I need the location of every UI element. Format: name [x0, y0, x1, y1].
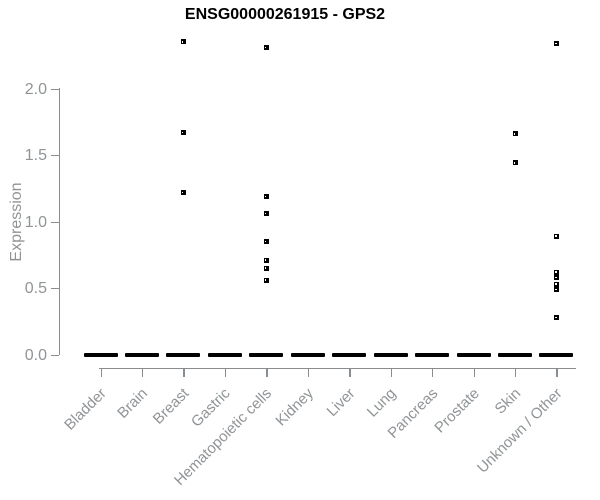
x-category-label-text: Breast: [149, 384, 193, 428]
x-tick: [141, 369, 144, 377]
data-point: [263, 238, 269, 244]
x-category-label-text: Kidney: [272, 384, 317, 430]
x-tick: [390, 369, 393, 377]
y-tick-label: 2.0: [24, 80, 47, 98]
zero-expression-cluster: [290, 352, 325, 357]
zero-expression-cluster: [249, 352, 284, 357]
x-category-label-text: Lung: [364, 384, 400, 421]
data-point: [263, 257, 269, 263]
data-point: [553, 314, 559, 320]
x-tick: [473, 369, 475, 377]
zero-expression-cluster: [498, 352, 532, 357]
y-tick-label: 1.0: [24, 213, 47, 231]
data-point: [553, 281, 559, 287]
data-point: [180, 39, 186, 45]
x-category-label-text: Bladder: [60, 384, 110, 434]
y-axis-line: [59, 87, 61, 356]
y-tick-label: 1.5: [24, 147, 47, 164]
data-point: [512, 160, 518, 166]
x-category-label-text: Brain: [114, 384, 151, 422]
zero-expression-cluster: [83, 352, 118, 357]
data-point: [263, 44, 269, 50]
y-tick: [51, 155, 59, 157]
x-tick: [100, 369, 102, 377]
zero-expression-cluster: [373, 352, 408, 357]
data-point: [263, 277, 269, 283]
data-point: [180, 189, 186, 195]
zero-expression-cluster: [539, 352, 574, 357]
x-category-label-text: Skin: [491, 384, 524, 418]
x-tick: [307, 369, 310, 377]
data-point: [263, 211, 269, 217]
data-point: [553, 274, 559, 280]
data-point: [512, 131, 518, 137]
y-tick: [51, 88, 59, 90]
zero-expression-cluster: [415, 352, 450, 357]
x-tick: [515, 369, 517, 377]
chart-title: ENSG00000261915 - GPS2: [184, 6, 386, 23]
y-tick: [51, 354, 59, 356]
x-tick: [224, 369, 227, 377]
data-point: [263, 265, 269, 271]
x-category-label-text: Prostate: [431, 384, 483, 437]
zero-expression-cluster: [332, 352, 367, 357]
y-tick: [51, 221, 59, 223]
x-tick: [183, 369, 185, 377]
data-point: [553, 233, 559, 239]
x-tick: [349, 369, 351, 377]
zero-expression-cluster: [166, 352, 201, 357]
zero-expression-cluster: [456, 352, 491, 357]
data-point: [180, 129, 186, 135]
x-tick: [266, 369, 268, 377]
x-category-label-text: Liver: [323, 384, 359, 420]
y-tick-label: 0.5: [24, 280, 47, 297]
data-point: [553, 269, 559, 275]
y-tick-label: 0.0: [24, 346, 47, 364]
data-point: [553, 40, 559, 46]
data-point: [263, 193, 269, 199]
y-tick: [51, 288, 59, 290]
data-point: [553, 286, 559, 292]
x-tick: [432, 369, 434, 377]
zero-expression-cluster: [124, 352, 159, 357]
x-axis-line: [99, 368, 576, 370]
x-tick: [556, 369, 558, 377]
zero-expression-cluster: [207, 352, 242, 357]
